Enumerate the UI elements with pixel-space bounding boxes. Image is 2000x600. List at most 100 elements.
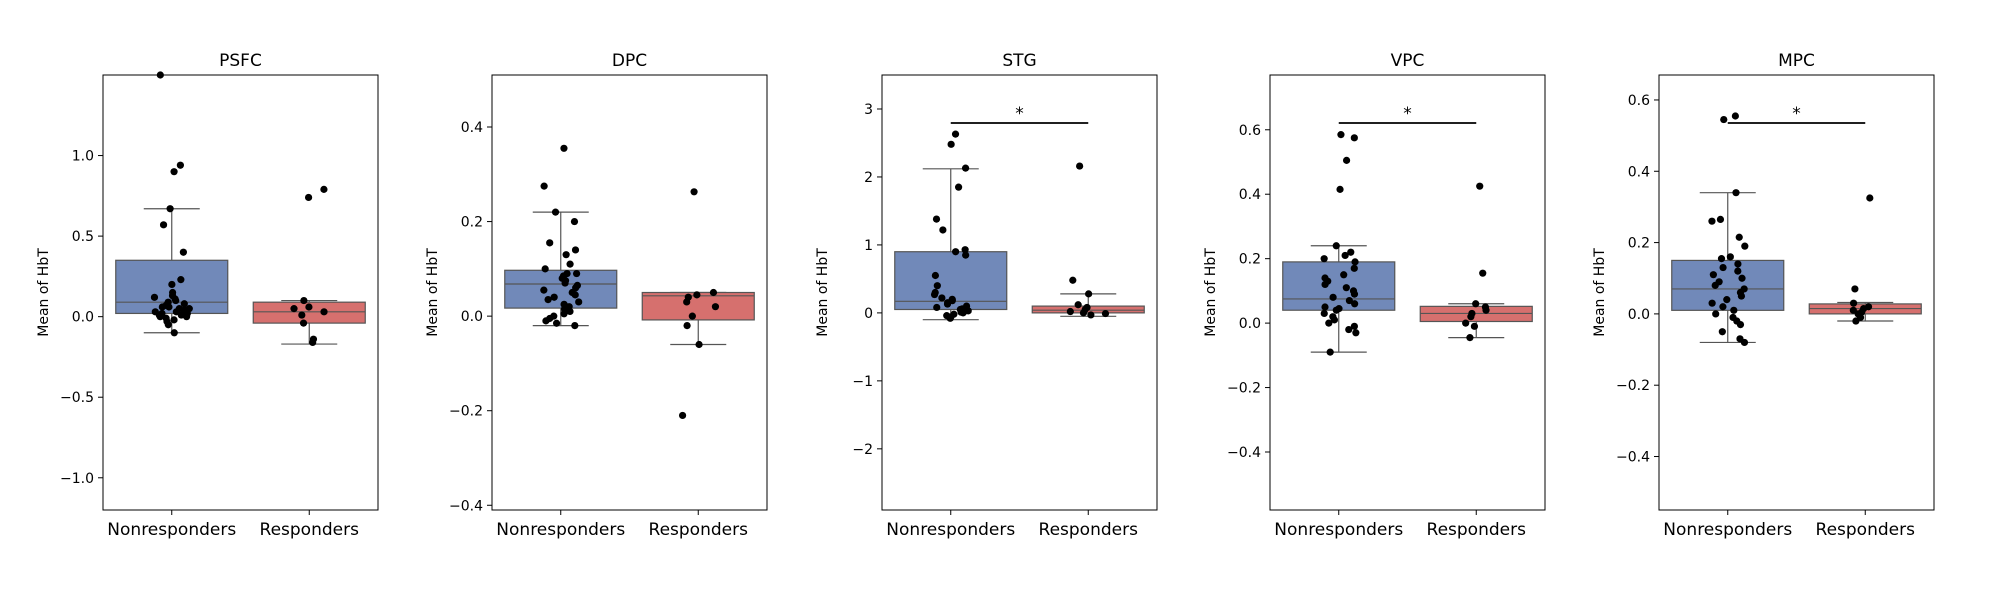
y-tick-label: 0.0: [1628, 307, 1650, 323]
data-point: [165, 303, 173, 311]
y-tick-label: −0.4: [1616, 450, 1650, 466]
data-point: [690, 188, 698, 196]
data-point: [955, 183, 963, 191]
data-point: [959, 309, 967, 317]
x-tick-label: Nonresponders: [107, 520, 236, 540]
nonresponders-box: [1282, 261, 1396, 311]
data-point: [1325, 319, 1333, 327]
data-point: [946, 314, 954, 322]
data-point: [1718, 328, 1726, 336]
y-tick-label: −0.5: [60, 390, 94, 406]
data-point: [299, 319, 308, 327]
data-point: [1350, 322, 1358, 330]
significance-marker: *: [1792, 104, 1801, 124]
data-point: [688, 312, 696, 320]
panel-title: DPC: [612, 51, 647, 71]
data-point: [695, 340, 703, 349]
panel-title: PSFC: [219, 51, 262, 71]
data-point: [1326, 348, 1334, 356]
data-point: [1726, 253, 1734, 261]
data-point: [309, 338, 317, 347]
data-point: [1735, 233, 1743, 241]
data-point: [1716, 215, 1725, 224]
data-point: [947, 140, 955, 148]
data-point: [1732, 189, 1740, 197]
y-axis-label: Mean of HbT: [815, 248, 831, 337]
data-point: [170, 329, 178, 337]
data-point: [571, 246, 580, 254]
data-point: [1719, 303, 1727, 311]
data-point: [1851, 285, 1859, 293]
data-point: [1351, 258, 1359, 266]
data-point: [1717, 255, 1726, 263]
data-point: [961, 246, 969, 254]
data-point: [1350, 134, 1358, 142]
responders-box: [252, 301, 366, 324]
data-point: [1342, 284, 1350, 292]
data-point: [551, 208, 560, 216]
y-tick-label: 0.2: [1628, 236, 1650, 252]
data-point: [1849, 299, 1858, 307]
data-point: [544, 295, 552, 304]
data-point: [166, 205, 174, 213]
y-axis-label: Mean of HbT: [425, 248, 441, 337]
y-tick-label: 0.4: [1239, 187, 1261, 203]
data-point: [561, 279, 569, 287]
data-point: [931, 271, 939, 280]
data-point: [1320, 309, 1328, 318]
data-point: [1740, 338, 1749, 347]
y-tick-label: 0.6: [1628, 93, 1650, 109]
data-point: [1076, 162, 1084, 170]
y-tick-label: 2: [864, 170, 873, 186]
data-point: [182, 313, 191, 321]
data-point: [1069, 276, 1077, 284]
y-tick-label: 0.4: [1628, 164, 1650, 180]
y-tick-label: −0.2: [1227, 381, 1261, 397]
y-tick-label: −1: [852, 374, 873, 390]
data-point: [1708, 299, 1716, 307]
y-tick-label: 1.0: [72, 149, 94, 165]
data-point: [172, 296, 180, 305]
x-tick-label: Nonresponders: [1663, 520, 1792, 540]
data-point: [1345, 296, 1353, 305]
data-point: [709, 288, 718, 297]
data-point: [933, 282, 941, 290]
data-point: [1321, 280, 1329, 289]
y-tick-label: 0.2: [461, 215, 483, 231]
data-point: [938, 294, 946, 302]
data-point: [1345, 325, 1353, 334]
data-point: [1711, 281, 1719, 289]
data-point: [1351, 300, 1359, 308]
data-point: [320, 308, 328, 316]
data-point: [300, 296, 308, 305]
x-tick-label: Responders: [649, 520, 749, 540]
panel-title: VPC: [1391, 51, 1425, 71]
data-point: [1341, 251, 1349, 260]
axes-frame: [102, 74, 379, 511]
axes-frame: [1658, 74, 1935, 511]
data-point: [1340, 271, 1348, 279]
data-point: [1852, 317, 1860, 325]
data-point: [541, 265, 549, 273]
data-point: [177, 276, 185, 284]
data-point: [562, 251, 570, 259]
data-point: [560, 144, 568, 152]
axes-frame: [1269, 74, 1546, 511]
data-point: [951, 130, 960, 138]
data-point: [930, 290, 939, 299]
data-point: [1337, 131, 1345, 139]
panel-title: STG: [1002, 51, 1036, 71]
data-point: [1467, 313, 1475, 321]
data-point: [1866, 194, 1874, 202]
data-point: [932, 215, 941, 223]
x-tick-label: Nonresponders: [886, 520, 1015, 540]
data-point: [1741, 242, 1749, 250]
data-point: [168, 280, 176, 289]
x-tick-label: Responders: [1427, 520, 1527, 540]
data-point: [150, 293, 159, 301]
data-point: [566, 307, 574, 316]
data-point: [180, 300, 188, 308]
data-point: [159, 221, 168, 229]
axes-frame: [881, 74, 1158, 511]
